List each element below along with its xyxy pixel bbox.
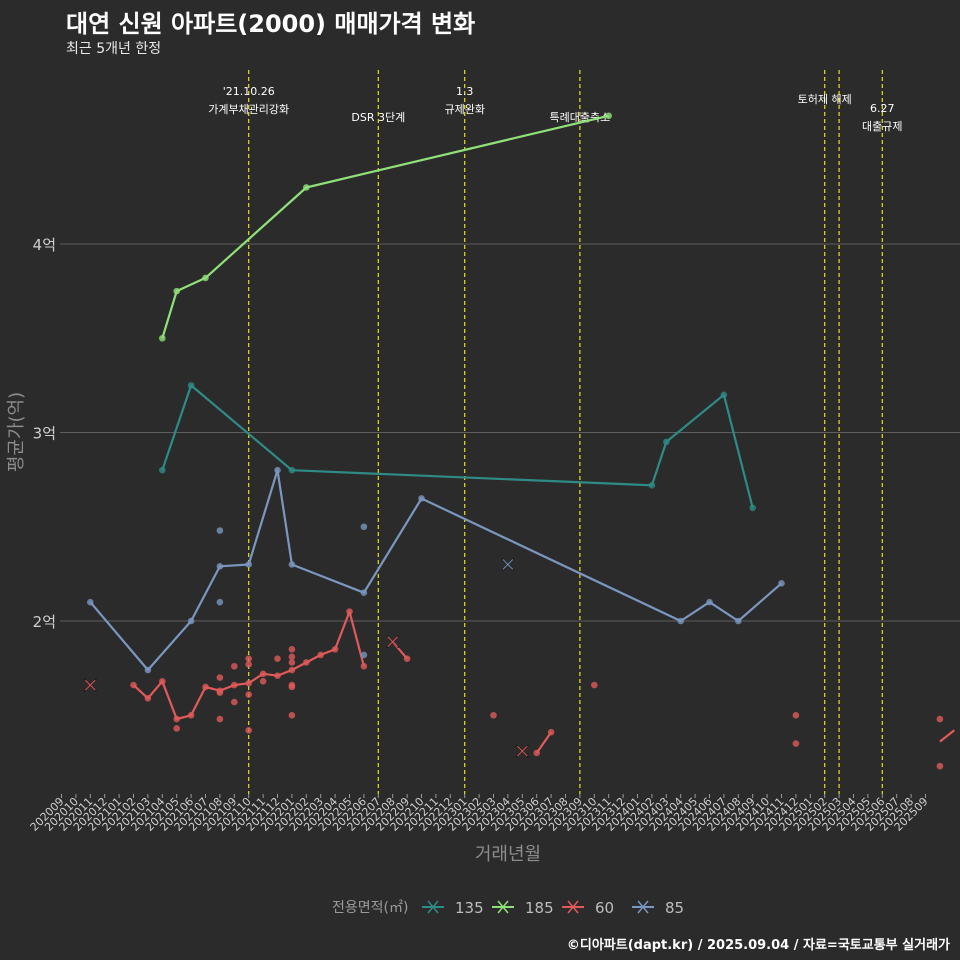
series-line [161,114,609,339]
legend-label-135: 135 [455,899,484,917]
data-point [216,715,224,723]
data-point [231,698,238,706]
y-axis: 2억 3억 4억 [33,236,56,631]
data-point [245,727,252,734]
data-point [288,653,296,661]
data-point [490,711,497,719]
series-line [939,729,955,743]
y-tick-label: 3억 [33,425,56,443]
data-point [288,681,296,689]
legend-key-85 [637,900,649,914]
series-line [89,469,783,672]
x-axis-label: 거래년월 [475,844,541,865]
chart-caption: ©디아파트(dapt.kr) / 2025.09.04 / 자료=국토교통부 실… [566,938,950,953]
cross-marker [387,636,399,648]
data-point [288,645,296,653]
data-point [936,762,944,770]
series-135 [159,382,756,512]
y-axis-label: 평균가(억) [6,392,27,472]
data-point [360,651,368,659]
data-point [936,715,944,723]
data-point [792,711,800,719]
data-point [173,725,180,732]
legend-key-135 [427,900,439,914]
data-point [231,662,238,670]
data-point [274,655,281,662]
series-60 [83,608,955,770]
legend-label-60: 60 [595,899,614,917]
event-label: 6.27 [870,102,895,115]
y-tick-label: 4억 [33,236,56,254]
legend-key-60 [567,900,579,914]
event-label: 특례대출축소 [550,111,611,124]
x-axis: 2020092020102020112020122021012021022021… [28,794,931,834]
event-label: 대출규제 [862,120,902,133]
data-point [216,527,224,534]
legend: 전용면적(㎡) 135 185 60 85 [332,899,684,917]
event-label: 가계부채관리강화 [208,103,289,116]
data-point [259,678,267,685]
data-point [792,740,800,747]
cross-marker [516,745,528,757]
series [83,112,955,770]
data-point [360,523,368,531]
y-tick-label: 2억 [33,613,56,631]
data-point [245,661,252,668]
chart-title: 대연 신원 아파트(2000) 매매가격 변화 [66,10,476,38]
data-point [245,691,252,698]
data-point [591,681,598,689]
data-point [360,662,368,670]
chart-subtitle: 최근 5개년 한정 [66,41,162,57]
data-point [749,504,756,512]
grid [60,243,960,622]
event-label: 규제완화 [444,103,484,116]
event-label: 1.3 [456,85,474,98]
event-label: DSR 3단계 [351,111,405,124]
series-line [132,610,365,721]
data-point [245,655,252,662]
data-point [216,598,224,606]
series-185 [159,112,612,342]
legend-label-185: 185 [525,899,554,917]
legend-key-185 [497,900,509,914]
series-85 [87,466,785,674]
data-point [288,711,296,719]
event-label: '21.10.26 [223,85,275,98]
event-label: 토허제 해제 [798,92,852,106]
data-point [288,659,296,666]
cross-marker [502,559,514,570]
series-line [161,384,754,509]
legend-label-85: 85 [665,899,684,917]
legend-title: 전용면적(㎡) [332,900,408,916]
series-line [535,731,553,754]
data-point [216,674,224,681]
cross-marker [84,679,96,691]
